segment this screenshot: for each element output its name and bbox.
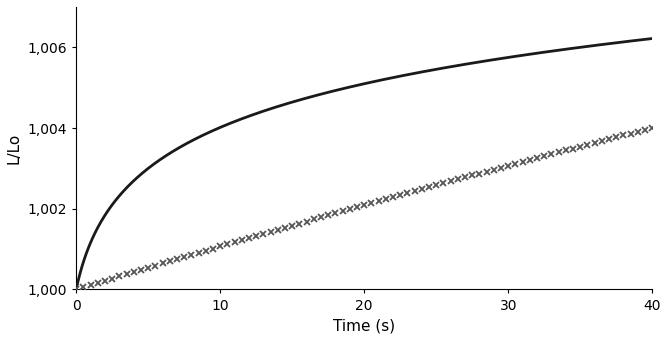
Y-axis label: L/Lo: L/Lo [7,133,22,164]
X-axis label: Time (s): Time (s) [333,318,395,333]
